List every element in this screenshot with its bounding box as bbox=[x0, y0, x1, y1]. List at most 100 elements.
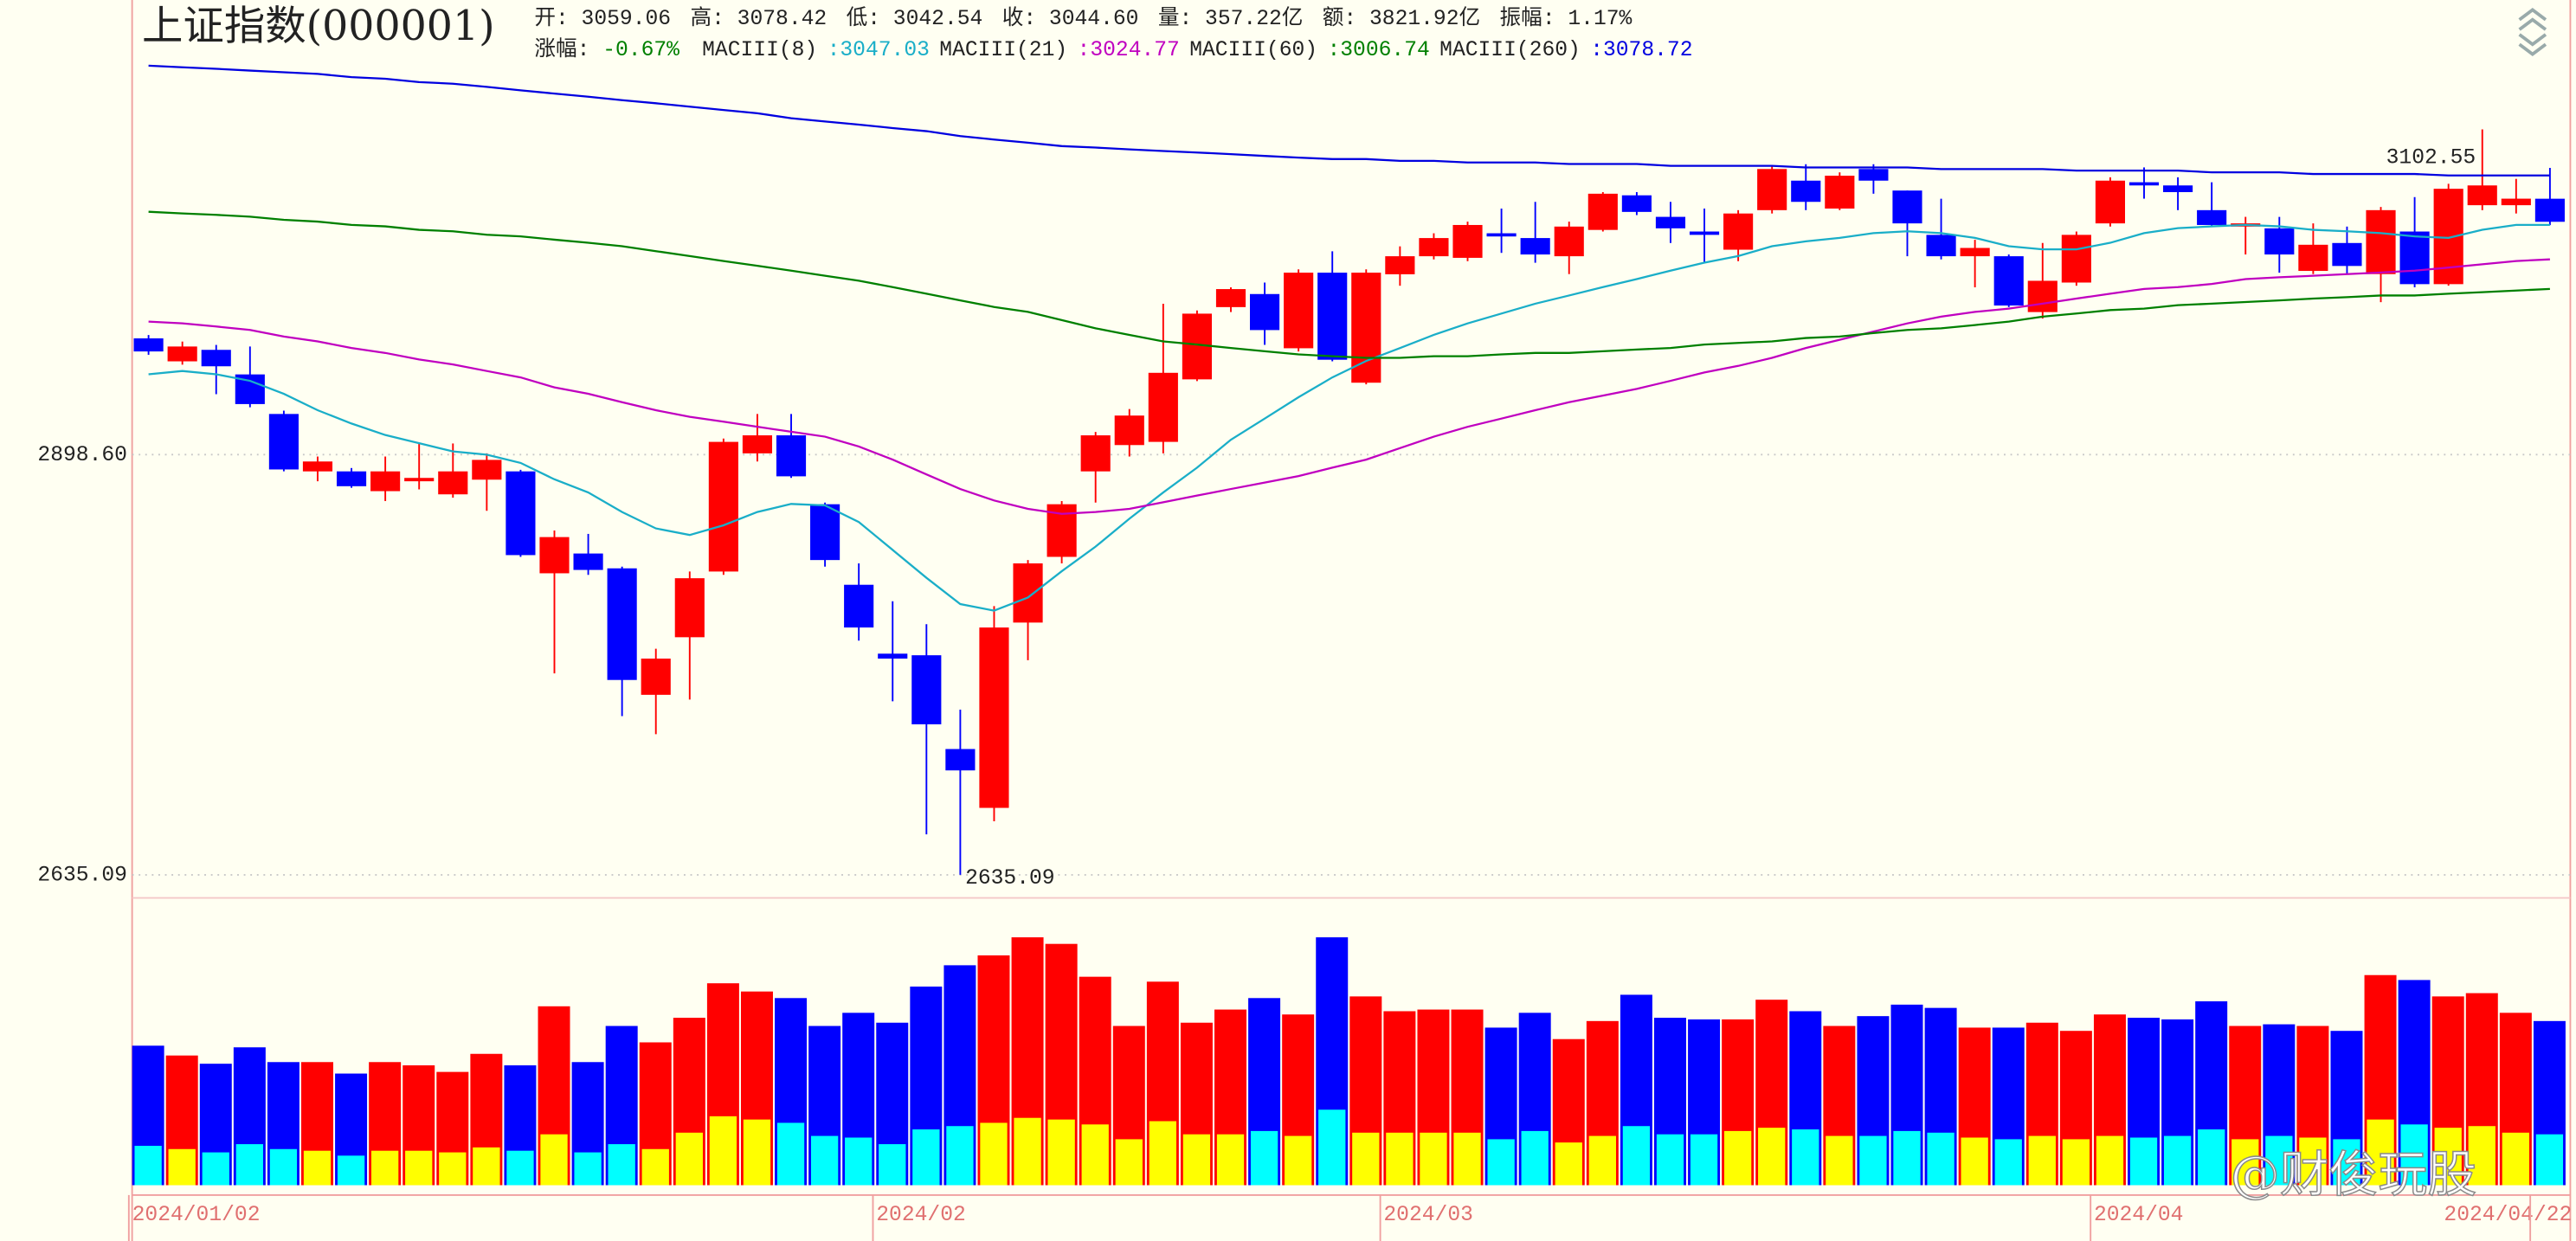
legend-value: :3024.77 bbox=[1078, 37, 1180, 61]
volume-inner-bar bbox=[675, 1132, 703, 1186]
volume-inner-bar bbox=[2299, 1137, 2327, 1186]
candle-body bbox=[1317, 273, 1348, 360]
candle-body bbox=[708, 441, 738, 572]
volume-inner-bar bbox=[2163, 1135, 2192, 1186]
candle-body bbox=[911, 655, 942, 724]
volume-inner-bar bbox=[2535, 1134, 2564, 1186]
volume-inner-bar bbox=[1318, 1109, 1346, 1186]
volume-inner-bar bbox=[1285, 1135, 1312, 1186]
candle-body bbox=[979, 627, 1009, 808]
candle-body bbox=[1013, 563, 1043, 623]
legend-name: MACIII(8) bbox=[702, 37, 817, 61]
moving-average-line bbox=[148, 258, 2550, 515]
volume-inner-bar bbox=[269, 1148, 298, 1186]
x-tick-label: 2024/04 bbox=[2094, 1203, 2184, 1227]
volume-inner-bar bbox=[2265, 1135, 2293, 1186]
volume-inner-bar bbox=[1961, 1137, 1988, 1186]
candle-body bbox=[2332, 242, 2362, 267]
x-tick-label: 2024/01/02 bbox=[132, 1203, 261, 1227]
candle-body bbox=[268, 414, 299, 470]
volume-inner-bar bbox=[608, 1144, 635, 1186]
volume-inner-bar bbox=[337, 1155, 365, 1186]
volume-inner-bar bbox=[1487, 1139, 1515, 1186]
volume-inner-bar bbox=[1588, 1135, 1616, 1186]
volume-inner-bar bbox=[743, 1119, 771, 1186]
volume-inner-bar bbox=[371, 1150, 399, 1186]
candle-body bbox=[1655, 216, 1686, 228]
candle-body bbox=[2163, 185, 2193, 193]
quote: 低: 3042.54 bbox=[847, 4, 983, 30]
candle-body bbox=[607, 568, 637, 680]
legend-value: :3078.72 bbox=[1590, 37, 1692, 61]
scroll-icon[interactable] bbox=[2518, 8, 2547, 56]
volume-inner-bar bbox=[506, 1150, 534, 1186]
candle-body bbox=[201, 350, 231, 367]
volume-inner-bar bbox=[1927, 1132, 1955, 1186]
volume-inner-bar bbox=[1047, 1119, 1075, 1186]
volume-inner-bar bbox=[1352, 1132, 1380, 1186]
candle-body bbox=[539, 537, 570, 574]
candle-body bbox=[2501, 198, 2531, 206]
candle-body bbox=[370, 471, 401, 492]
x-tick-label: 2024/02 bbox=[876, 1203, 966, 1227]
volume-inner-bar bbox=[980, 1122, 1008, 1186]
candle-body bbox=[1520, 238, 1550, 255]
candle-body bbox=[776, 435, 807, 477]
quote: 振幅: 1.17% bbox=[1500, 4, 1633, 30]
candle-body bbox=[2027, 280, 2058, 312]
volume-inner-bar bbox=[1893, 1130, 1921, 1186]
volume-inner-bar bbox=[776, 1122, 805, 1186]
volume-inner-bar bbox=[2400, 1124, 2428, 1186]
candle-body bbox=[2061, 235, 2091, 283]
candle-body bbox=[2128, 182, 2160, 186]
legend: 涨幅: -0.67% MACIII(8):3047.03 MACIII(21):3… bbox=[534, 35, 1692, 61]
quote-row: 开: 3059.06 高: 3078.42 低: 3042.54 收: 3044… bbox=[534, 4, 1632, 30]
candle-body bbox=[2366, 209, 2396, 274]
volume-inner-bar bbox=[235, 1144, 264, 1186]
candle-body bbox=[2298, 244, 2328, 272]
candle-body bbox=[2467, 185, 2497, 206]
volume-inner-bar bbox=[202, 1152, 229, 1186]
candle-body bbox=[2399, 231, 2430, 285]
candle-body bbox=[1215, 289, 1246, 307]
moving-average-line bbox=[148, 64, 2550, 177]
volume-inner-bar bbox=[1216, 1134, 1245, 1186]
candle-body bbox=[506, 471, 536, 556]
volume-inner-bar bbox=[2468, 1126, 2496, 1186]
legend-name: MACIII(60) bbox=[1189, 37, 1317, 61]
candle-body bbox=[1419, 238, 1449, 257]
volume-inner-bar bbox=[641, 1148, 669, 1186]
icon[interactable] bbox=[2518, 33, 2547, 56]
volume-inner-bar bbox=[2028, 1135, 2056, 1186]
volume-inner-bar bbox=[574, 1152, 602, 1186]
candle-body bbox=[2534, 198, 2565, 222]
volume-inner-bar bbox=[1453, 1132, 1481, 1186]
volume-inner-bar bbox=[439, 1152, 467, 1186]
volume-inner-bar bbox=[912, 1129, 940, 1186]
volume-inner-bar bbox=[1521, 1130, 1549, 1186]
candle-body bbox=[1960, 248, 1990, 257]
candle-body bbox=[1926, 235, 1956, 257]
quote: 高: 3078.42 bbox=[690, 4, 827, 30]
candle-body bbox=[1757, 169, 1787, 210]
volume-inner-bar bbox=[1859, 1135, 1887, 1186]
volume-inner-bar bbox=[1690, 1134, 1718, 1186]
x-tick-label: 2024/03 bbox=[1383, 1203, 1473, 1227]
candle-body bbox=[1148, 372, 1178, 442]
legend-name: MACIII(260) bbox=[1439, 37, 1581, 61]
candle-body bbox=[1587, 193, 1618, 230]
legend-value: :3006.74 bbox=[1327, 37, 1429, 61]
volume-inner-bar bbox=[2198, 1129, 2225, 1186]
moving-average-line bbox=[148, 223, 2550, 612]
volume-inner-bar bbox=[845, 1137, 873, 1186]
volume-inner-bar bbox=[1994, 1139, 2022, 1186]
volume-inner-bar bbox=[2367, 1119, 2394, 1186]
volume-inner-bar bbox=[1081, 1124, 1109, 1186]
volume-inner-bar bbox=[1014, 1117, 1041, 1186]
volume-inner-bar bbox=[134, 1146, 162, 1186]
volume-inner-bar bbox=[946, 1126, 974, 1186]
candle-body bbox=[336, 471, 367, 486]
icon[interactable] bbox=[2518, 8, 2547, 31]
